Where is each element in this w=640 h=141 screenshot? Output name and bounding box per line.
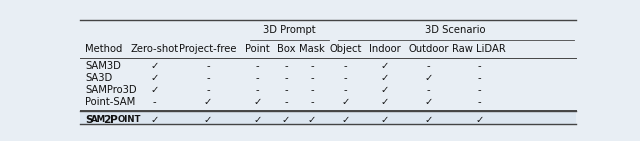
- Text: ✓: ✓: [475, 114, 483, 125]
- Text: ✓: ✓: [308, 114, 316, 125]
- Text: S: S: [85, 114, 93, 125]
- Text: Mask: Mask: [300, 45, 325, 54]
- Text: -: -: [427, 85, 431, 95]
- Text: ✓: ✓: [204, 114, 212, 125]
- Text: -: -: [477, 85, 481, 95]
- Text: ✓: ✓: [424, 114, 433, 125]
- Text: Outdoor: Outdoor: [408, 45, 449, 54]
- Text: -: -: [344, 73, 347, 83]
- Text: P: P: [110, 114, 118, 125]
- Text: ✓: ✓: [204, 97, 212, 107]
- Text: ✓: ✓: [150, 61, 159, 71]
- Text: -: -: [344, 85, 347, 95]
- Text: Box: Box: [276, 45, 295, 54]
- Text: ✓: ✓: [381, 85, 389, 95]
- Text: SAMPro3D: SAMPro3D: [85, 85, 136, 95]
- FancyBboxPatch shape: [80, 110, 576, 124]
- Text: ✓: ✓: [381, 73, 389, 83]
- Text: ✓: ✓: [150, 114, 159, 125]
- Text: Method: Method: [85, 45, 122, 54]
- Text: -: -: [284, 73, 287, 83]
- Text: -: -: [344, 61, 347, 71]
- Text: -: -: [206, 73, 210, 83]
- Text: ✓: ✓: [424, 97, 433, 107]
- Text: OINT: OINT: [117, 115, 141, 124]
- Text: -: -: [310, 85, 314, 95]
- Text: -: -: [477, 61, 481, 71]
- Text: -: -: [477, 73, 481, 83]
- Text: SA3D: SA3D: [85, 73, 112, 83]
- Text: Indoor: Indoor: [369, 45, 401, 54]
- Text: -: -: [310, 97, 314, 107]
- Text: 2: 2: [103, 114, 111, 125]
- Text: -: -: [256, 85, 259, 95]
- Text: 3D Prompt: 3D Prompt: [263, 25, 316, 35]
- Text: ✓: ✓: [424, 73, 433, 83]
- Text: Project-free: Project-free: [179, 45, 237, 54]
- Text: ✓: ✓: [341, 97, 349, 107]
- Text: -: -: [477, 97, 481, 107]
- Text: -: -: [152, 97, 156, 107]
- Text: ✓: ✓: [150, 85, 159, 95]
- Text: -: -: [310, 61, 314, 71]
- Text: -: -: [256, 61, 259, 71]
- Text: Point-SAM: Point-SAM: [85, 97, 135, 107]
- Text: -: -: [310, 73, 314, 83]
- Text: AM: AM: [92, 115, 106, 124]
- Text: Object: Object: [329, 45, 362, 54]
- Text: -: -: [206, 85, 210, 95]
- Text: Zero-shot: Zero-shot: [131, 45, 179, 54]
- Text: -: -: [284, 97, 287, 107]
- Text: -: -: [284, 85, 287, 95]
- Text: -: -: [206, 61, 210, 71]
- Text: ✓: ✓: [381, 61, 389, 71]
- Text: ✓: ✓: [253, 114, 262, 125]
- Text: SAM3D: SAM3D: [85, 61, 121, 71]
- Text: 3D Scenario: 3D Scenario: [426, 25, 486, 35]
- Text: ✓: ✓: [381, 114, 389, 125]
- Text: ✓: ✓: [282, 114, 290, 125]
- Text: -: -: [256, 73, 259, 83]
- Text: ✓: ✓: [253, 97, 262, 107]
- Text: ✓: ✓: [341, 114, 349, 125]
- Text: Raw LiDAR: Raw LiDAR: [452, 45, 506, 54]
- Text: ✓: ✓: [381, 97, 389, 107]
- Text: ✓: ✓: [150, 73, 159, 83]
- Text: -: -: [427, 61, 431, 71]
- Text: Point: Point: [245, 45, 270, 54]
- Text: -: -: [284, 61, 287, 71]
